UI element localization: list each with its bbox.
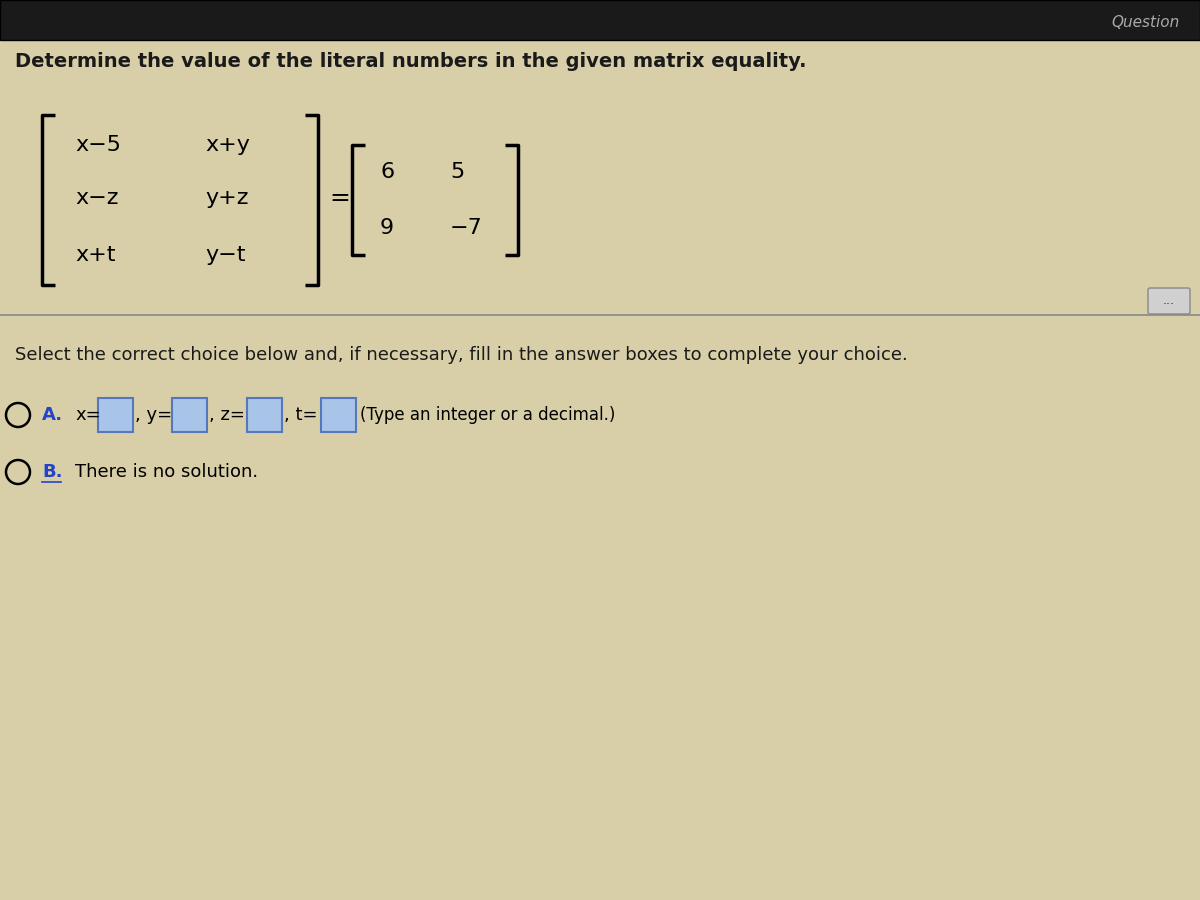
Text: x−5: x−5 bbox=[74, 135, 121, 155]
Text: x+t: x+t bbox=[74, 245, 115, 265]
Text: ...: ... bbox=[1163, 294, 1175, 308]
FancyBboxPatch shape bbox=[98, 398, 133, 432]
Text: y+z: y+z bbox=[205, 188, 248, 208]
Text: x+y: x+y bbox=[205, 135, 250, 155]
FancyBboxPatch shape bbox=[172, 398, 206, 432]
Text: A.: A. bbox=[42, 406, 64, 424]
Text: x−z: x−z bbox=[74, 188, 119, 208]
Text: Select the correct choice below and, if necessary, fill in the answer boxes to c: Select the correct choice below and, if … bbox=[14, 346, 907, 364]
Text: =: = bbox=[330, 186, 350, 210]
FancyBboxPatch shape bbox=[1148, 288, 1190, 314]
Text: , z=: , z= bbox=[209, 406, 245, 424]
Text: Determine the value of the literal numbers in the given matrix equality.: Determine the value of the literal numbe… bbox=[14, 52, 806, 71]
Text: x=: x= bbox=[74, 406, 101, 424]
Text: B.: B. bbox=[42, 463, 62, 481]
Text: 5: 5 bbox=[450, 162, 464, 182]
Text: , y=: , y= bbox=[134, 406, 172, 424]
Text: y−t: y−t bbox=[205, 245, 246, 265]
Text: 9: 9 bbox=[380, 218, 394, 238]
Text: Question: Question bbox=[1111, 14, 1180, 30]
FancyBboxPatch shape bbox=[0, 0, 1200, 40]
Text: 6: 6 bbox=[380, 162, 394, 182]
FancyBboxPatch shape bbox=[322, 398, 356, 432]
Text: , t=: , t= bbox=[284, 406, 318, 424]
Text: There is no solution.: There is no solution. bbox=[74, 463, 258, 481]
Text: −7: −7 bbox=[450, 218, 482, 238]
Text: (Type an integer or a decimal.): (Type an integer or a decimal.) bbox=[360, 406, 616, 424]
FancyBboxPatch shape bbox=[247, 398, 282, 432]
